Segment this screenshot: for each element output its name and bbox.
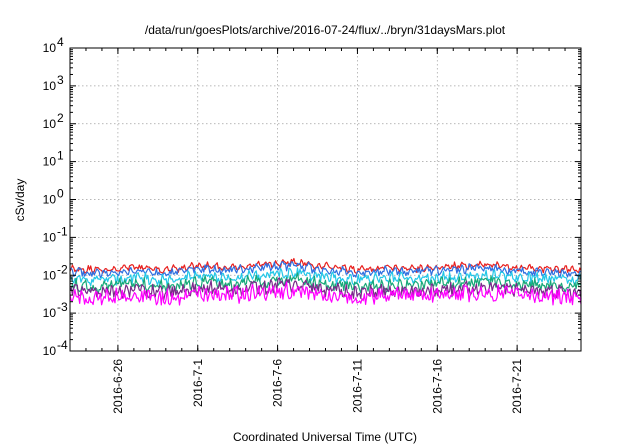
series-line-2 [69, 260, 582, 279]
y-tick-exponent: 1 [57, 149, 64, 163]
series-layer [69, 257, 582, 306]
y-tick-exponent: 2 [57, 111, 64, 125]
y-tick-label: 10 [43, 306, 57, 320]
series-line-3 [69, 267, 582, 287]
y-tick-exponent: -4 [57, 338, 68, 352]
y-tick-label: 10 [43, 230, 57, 244]
x-tick-label: 2016-7-1 [191, 359, 205, 407]
x-tick-label: 2016-7-16 [430, 359, 444, 414]
y-tick-exponent: -3 [57, 300, 68, 314]
x-tick-label: 2016-6-26 [111, 359, 125, 414]
y-tick-label: 10 [43, 193, 57, 207]
series-line-6 [69, 281, 582, 306]
y-tick-label: 10 [43, 268, 57, 282]
y-tick-exponent: -2 [57, 262, 68, 276]
y-axis-label: cSv/day [13, 179, 27, 222]
x-tick-label: 2016-7-6 [271, 359, 285, 407]
y-tick-label: 10 [43, 117, 57, 131]
chart-title: /data/run/goesPlots/archive/2016-07-24/f… [145, 23, 506, 37]
y-tick-label: 10 [43, 79, 57, 93]
x-tick-label: 2016-7-21 [510, 359, 524, 414]
y-tick-exponent: -1 [57, 224, 68, 238]
x-tick-label: 2016-7-11 [350, 359, 364, 413]
series-line-4 [69, 272, 582, 295]
y-tick-label: 10 [43, 41, 57, 55]
y-tick-label: 10 [43, 155, 57, 169]
grid-lines [70, 48, 581, 351]
y-tick-exponent: 0 [57, 187, 64, 201]
y-tick-exponent: 4 [57, 35, 64, 49]
x-axis-label: Coordinated Universal Time (UTC) [233, 430, 417, 444]
x-axis: 2016-6-26 2016-7-1 2016-7-6 2016-7-11 2016-7… [69, 48, 582, 414]
y-tick-exponent: 3 [57, 73, 64, 87]
y-tick-label: 10 [43, 344, 57, 358]
